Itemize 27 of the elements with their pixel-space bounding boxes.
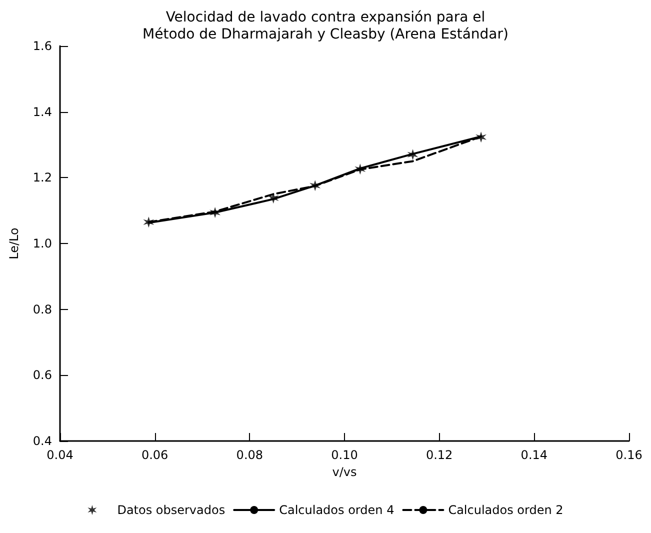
point xyxy=(407,149,418,160)
y-tick-label: 1.6 xyxy=(32,39,52,53)
x-tick-label: 0.16 xyxy=(616,448,642,462)
legend-label: Datos observados xyxy=(117,503,226,517)
y-tick-label: 0.4 xyxy=(32,434,52,448)
point xyxy=(476,132,487,143)
point xyxy=(210,207,221,218)
legend-label: Calculados orden 4 xyxy=(279,503,394,517)
x-tick-label: 0.12 xyxy=(426,448,453,462)
x-tick-label: 0.04 xyxy=(46,448,74,462)
y-tick-label: 1.4 xyxy=(32,104,52,119)
y-tick-label: 0.8 xyxy=(32,302,52,316)
y-tick-label: 1.0 xyxy=(32,236,52,250)
legend-label: Calculados orden 2 xyxy=(448,503,564,517)
x-axis-title: v/vs xyxy=(332,464,357,479)
chart-title: Velocidad de lavado contra expansión para el Método de Dharmajarah y Cleasby (Arena Estándar) xyxy=(142,10,508,42)
point xyxy=(354,164,366,175)
y-tick-label: 1.2 xyxy=(32,170,52,185)
y-tick-label: 0.6 xyxy=(32,368,52,382)
point xyxy=(268,192,279,204)
point xyxy=(143,216,154,228)
point xyxy=(310,180,321,192)
x-tick-label: 0.10 xyxy=(331,448,358,462)
x-tick-label: 0.08 xyxy=(236,448,264,462)
x-tick-label: 0.14 xyxy=(520,448,548,462)
y-axis-title: Le/Lo xyxy=(7,228,21,260)
x-tick-label: 0.06 xyxy=(141,448,168,462)
